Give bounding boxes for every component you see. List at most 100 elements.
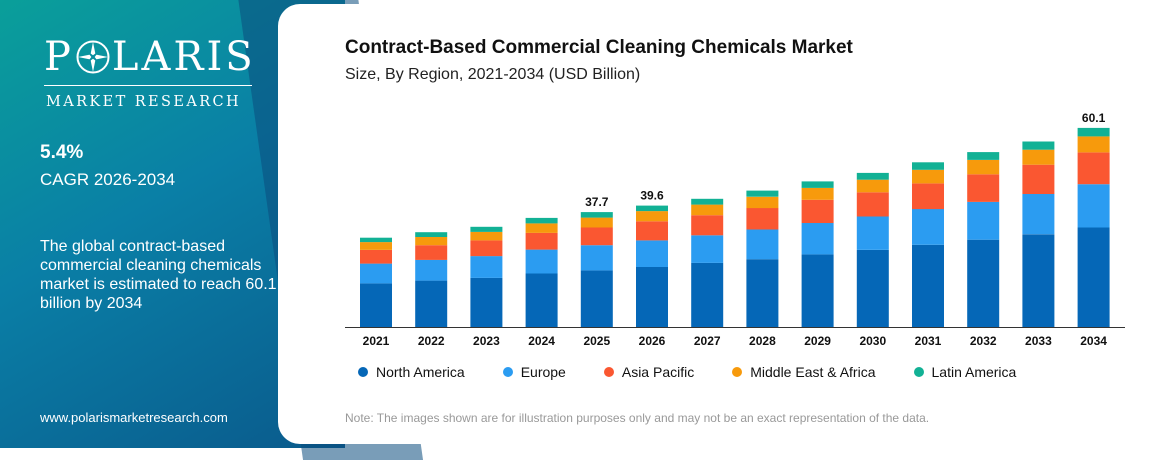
website-link[interactable]: www.polarismarketresearch.com <box>40 410 228 425</box>
bar-segment-latin-america-2031 <box>912 162 944 170</box>
x-tick-label: 2032 <box>970 334 997 348</box>
bar-segment-middle-east-africa-2031 <box>912 169 944 184</box>
stacked-bar-chart: 2021 2022 2023 2024 2025 37.7 2026 39.6 2027 2028… <box>345 111 1125 348</box>
x-tick-label: 2030 <box>859 334 886 348</box>
legend-swatch-north-america <box>358 367 368 377</box>
legend-item-europe: Europe <box>502 364 566 380</box>
bar-segment-asia-pacific-2034 <box>1077 152 1110 185</box>
bar-segment-middle-east-africa-2033 <box>1022 149 1055 165</box>
bar-segment-latin-america-2033 <box>1022 141 1055 150</box>
bar-segment-latin-america-2024 <box>525 217 558 224</box>
bar-segment-europe-2025 <box>580 245 613 271</box>
data-label-2025: 37.7 <box>585 195 609 209</box>
legend-item-latin-america: Latin America <box>913 364 1017 380</box>
bar-segment-latin-america-2026 <box>636 205 668 212</box>
bar-segment-europe-2028 <box>746 229 779 260</box>
bar-segment-asia-pacific-2024 <box>525 232 558 250</box>
logo-divider <box>44 85 252 86</box>
bar-segment-north-america-2026 <box>636 267 668 327</box>
bar-segment-asia-pacific-2028 <box>746 208 779 230</box>
chart-title: Contract-Based Commercial Cleaning Chemi… <box>345 37 853 58</box>
bar-segment-latin-america-2032 <box>967 152 1000 160</box>
bar-segment-latin-america-2030 <box>856 172 889 180</box>
bar-segment-north-america-2032 <box>967 239 1000 327</box>
cagr-label: CAGR 2026-2034 <box>40 170 176 189</box>
bar-segment-europe-2023 <box>470 256 503 278</box>
legend-swatch-latin-america <box>913 367 924 377</box>
bar-segment-middle-east-africa-2025 <box>580 217 613 228</box>
x-tick-label: 2024 <box>528 334 555 348</box>
bar-segment-middle-east-africa-2023 <box>470 231 503 241</box>
x-tick-label: 2034 <box>1080 334 1107 348</box>
bar-segment-latin-america-2027 <box>691 198 724 205</box>
bar-segment-asia-pacific-2030 <box>856 192 889 217</box>
x-tick-label: 2021 <box>363 334 390 348</box>
bar-segment-north-america-2024 <box>525 273 558 327</box>
bar-segment-middle-east-africa-2027 <box>691 204 724 216</box>
bar-segment-latin-america-2029 <box>801 181 834 188</box>
logo-wordmark: P LARIS <box>44 34 259 80</box>
bar-segment-europe-2022 <box>415 259 448 281</box>
data-label-2034: 60.1 <box>1082 111 1106 125</box>
bar-segment-europe-2033 <box>1022 194 1055 235</box>
x-tick-label: 2031 <box>915 334 942 348</box>
bar-segment-middle-east-africa-2028 <box>746 196 779 209</box>
bar-segment-north-america-2022 <box>415 280 448 327</box>
bar-segment-asia-pacific-2025 <box>580 227 613 246</box>
bar-segment-north-america-2021 <box>360 283 392 327</box>
bar-segment-middle-east-africa-2021 <box>360 242 392 250</box>
disclaimer-note: Note: The images shown are for illustrat… <box>345 411 930 425</box>
bar-segment-latin-america-2034 <box>1077 127 1110 137</box>
x-tick-label: 2022 <box>418 334 445 348</box>
bar-segment-asia-pacific-2033 <box>1022 164 1055 194</box>
bar-segment-europe-2024 <box>525 249 558 274</box>
bar-segment-europe-2031 <box>912 209 944 245</box>
market-description: The global contract-based commercial cle… <box>40 238 277 312</box>
bar-segment-asia-pacific-2022 <box>415 245 448 260</box>
chart-legend: North America Europe Asia Pacific Middle… <box>358 364 1054 380</box>
legend-swatch-middle-east-africa <box>732 367 743 377</box>
bar-segment-north-america-2034 <box>1077 227 1110 327</box>
legend-swatch-europe <box>502 367 513 377</box>
bar-segment-asia-pacific-2029 <box>801 199 834 223</box>
bar-segment-north-america-2027 <box>691 262 724 327</box>
bar-segment-north-america-2031 <box>912 244 944 327</box>
bar-segment-asia-pacific-2032 <box>967 174 1000 202</box>
chart-subtitle: Size, By Region, 2021-2034 (USD Billion) <box>345 66 641 83</box>
legend-label: Europe <box>520 364 566 380</box>
bar-segment-north-america-2033 <box>1022 234 1055 327</box>
compass-star-icon <box>76 40 110 74</box>
bar-segment-middle-east-africa-2024 <box>525 223 558 233</box>
x-tick-label: 2026 <box>639 334 666 348</box>
legend-item-north-america: North America <box>358 364 465 380</box>
legend-label: Asia Pacific <box>621 364 695 380</box>
bar-segment-latin-america-2028 <box>746 190 779 197</box>
bar-segment-europe-2030 <box>856 216 889 250</box>
bar-segment-middle-east-africa-2032 <box>967 160 1000 175</box>
bar-segment-europe-2032 <box>967 201 1000 240</box>
bar-segment-north-america-2030 <box>856 250 889 327</box>
bar-segment-europe-2029 <box>801 223 834 255</box>
bar-segment-europe-2026 <box>636 240 668 267</box>
bar-segment-latin-america-2021 <box>360 237 392 243</box>
logo-tagline: MARKET RESEARCH <box>46 94 242 110</box>
bar-segment-europe-2027 <box>691 235 724 263</box>
x-tick-label: 2027 <box>694 334 721 348</box>
data-label-2026: 39.6 <box>640 189 664 203</box>
legend-swatch-asia-pacific <box>603 367 614 377</box>
bar-segment-middle-east-africa-2026 <box>636 211 668 222</box>
bar-segment-asia-pacific-2027 <box>691 215 724 236</box>
bar-segment-asia-pacific-2021 <box>360 250 392 264</box>
bar-segment-middle-east-africa-2029 <box>801 187 834 200</box>
bar-segment-europe-2021 <box>360 263 392 284</box>
cagr-value: 5.4% <box>40 142 84 163</box>
legend-item-middle-east-africa: Middle East & Africa <box>732 364 876 380</box>
bar-segment-asia-pacific-2023 <box>470 240 503 257</box>
bar-segment-middle-east-africa-2034 <box>1077 136 1110 153</box>
legend-label: Middle East & Africa <box>750 364 876 380</box>
x-tick-label: 2025 <box>583 334 610 348</box>
legend-label: Latin America <box>931 364 1017 380</box>
bar-segment-north-america-2025 <box>580 270 613 327</box>
logo-letters-laris: LARIS <box>111 34 256 80</box>
bar-segment-north-america-2028 <box>746 259 779 327</box>
